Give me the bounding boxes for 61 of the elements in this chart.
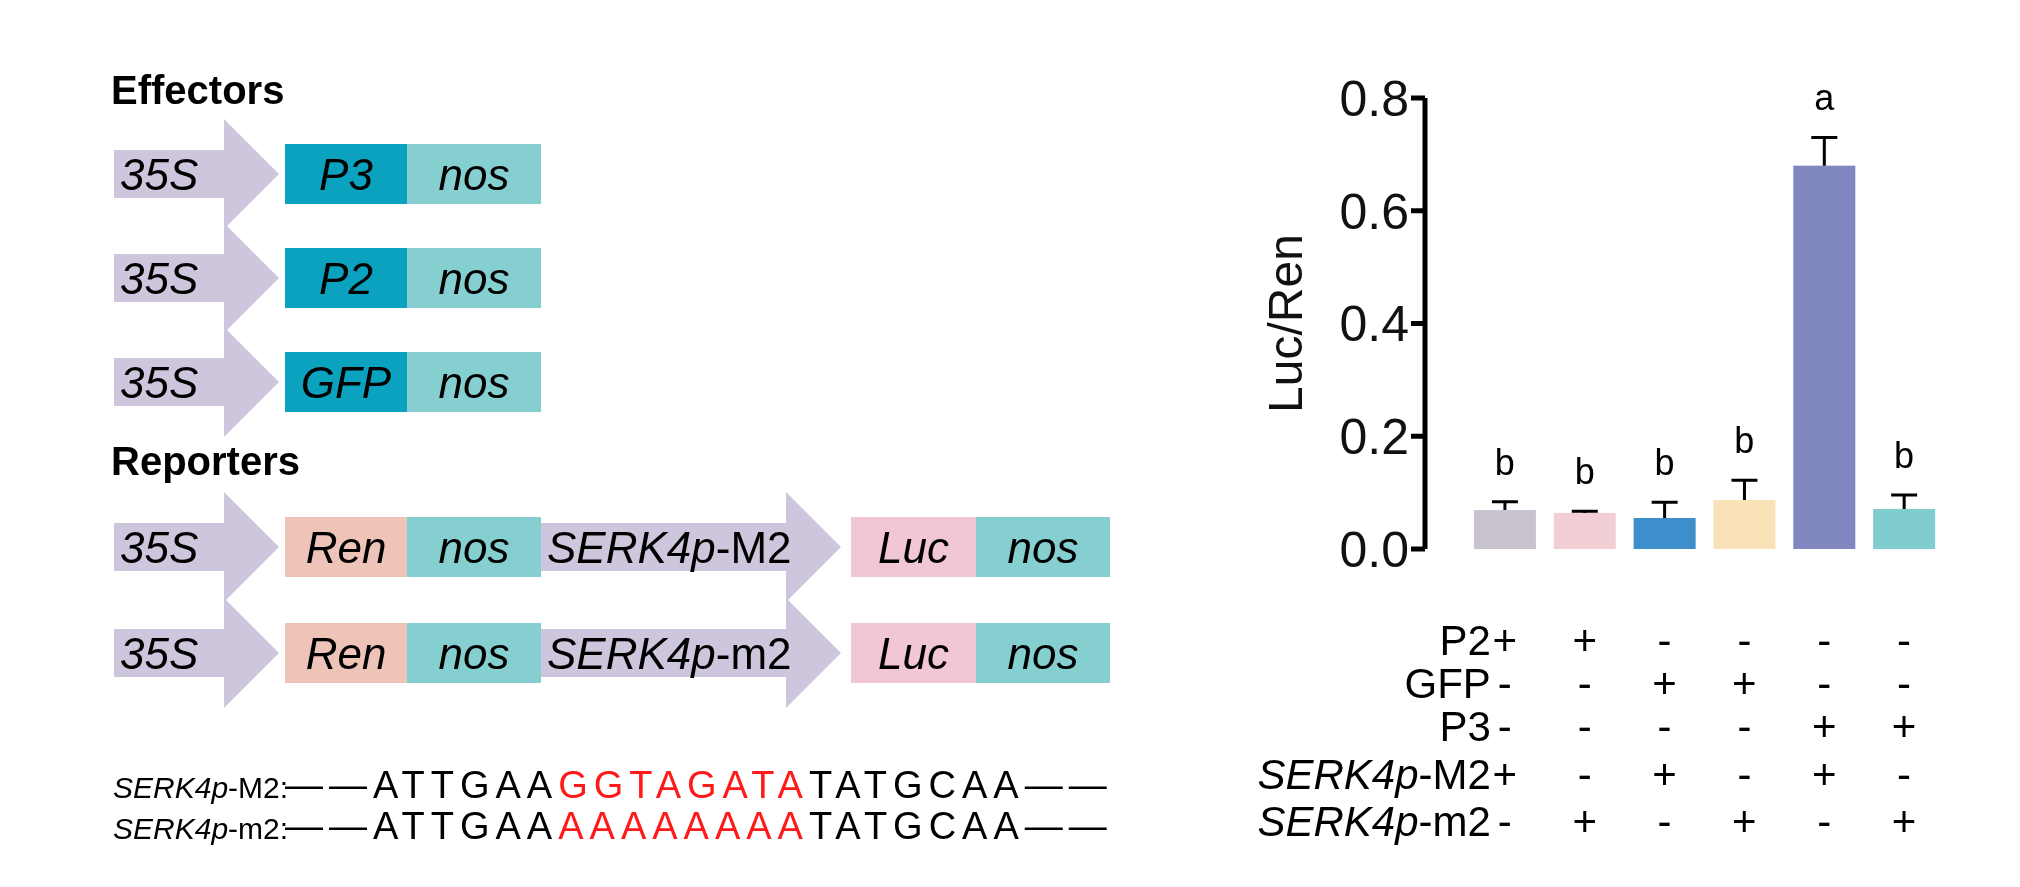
text: Reporters bbox=[111, 439, 300, 483]
text: 35S bbox=[120, 629, 199, 678]
text: nos bbox=[438, 629, 510, 678]
text: + bbox=[1810, 751, 1838, 799]
text: SERK4p-m2 bbox=[1257, 798, 1491, 845]
annotation: a bbox=[1813, 77, 1836, 120]
bar bbox=[1793, 165, 1856, 549]
text: AAAAAAAA bbox=[558, 805, 809, 848]
annotation: b bbox=[1493, 441, 1516, 484]
bar bbox=[1713, 499, 1776, 549]
text: 35S bbox=[120, 254, 199, 303]
text: - bbox=[1736, 751, 1753, 799]
text: nos bbox=[1007, 629, 1079, 678]
text: Luc bbox=[878, 523, 949, 572]
y-tick-label: 0.6 bbox=[1339, 183, 1409, 240]
text: nos bbox=[438, 358, 510, 407]
text: + bbox=[1651, 751, 1678, 799]
bar bbox=[1873, 508, 1936, 549]
text: ——ATTGAA bbox=[285, 764, 559, 807]
text: + bbox=[1492, 751, 1518, 798]
text: - bbox=[1497, 798, 1512, 845]
bar bbox=[1553, 512, 1616, 549]
annotation: b bbox=[1733, 420, 1756, 463]
text: nos bbox=[1007, 523, 1079, 572]
text: Ren bbox=[305, 523, 387, 572]
text: - bbox=[1576, 751, 1593, 799]
text: + bbox=[1571, 798, 1598, 846]
y-tick-label: 0.4 bbox=[1339, 296, 1409, 353]
text: nos bbox=[438, 150, 510, 199]
text: 35S bbox=[120, 150, 199, 199]
text: P2 bbox=[319, 254, 373, 303]
text: - bbox=[1816, 798, 1833, 846]
text: 35S bbox=[120, 523, 199, 572]
annotation: b bbox=[1893, 434, 1916, 477]
bar bbox=[1633, 517, 1696, 549]
text: TATGCAA—— bbox=[808, 764, 1113, 807]
text: - bbox=[1896, 751, 1913, 799]
text: SERK4p-m2 bbox=[547, 629, 792, 678]
text: GGTAGATA bbox=[558, 764, 809, 807]
text: Luc bbox=[878, 629, 949, 678]
text: SERK4p-M2 bbox=[1257, 751, 1491, 798]
y-axis-title: Luc/Ren bbox=[1259, 234, 1312, 413]
text: nos bbox=[438, 523, 510, 572]
y-tick-label: 0.8 bbox=[1339, 70, 1409, 127]
text: nos bbox=[438, 254, 510, 303]
text: TATGCAA—— bbox=[808, 805, 1113, 848]
text: + bbox=[1731, 798, 1758, 846]
y-tick-label: 0.0 bbox=[1339, 521, 1409, 578]
text: P3 bbox=[319, 150, 374, 199]
text: - bbox=[1656, 798, 1673, 846]
text: Effectors bbox=[111, 68, 285, 112]
bar bbox=[1473, 510, 1536, 549]
text: Ren bbox=[305, 629, 387, 678]
annotation: b bbox=[1573, 451, 1596, 494]
text: SERK4p-M2 bbox=[547, 523, 792, 572]
annotation: b bbox=[1653, 442, 1676, 485]
y-tick-label: 0.2 bbox=[1339, 409, 1409, 465]
text: ——ATTGAA bbox=[285, 805, 559, 848]
text: + bbox=[1890, 798, 1918, 846]
text: GFP bbox=[300, 358, 392, 407]
text: 35S bbox=[120, 358, 199, 407]
